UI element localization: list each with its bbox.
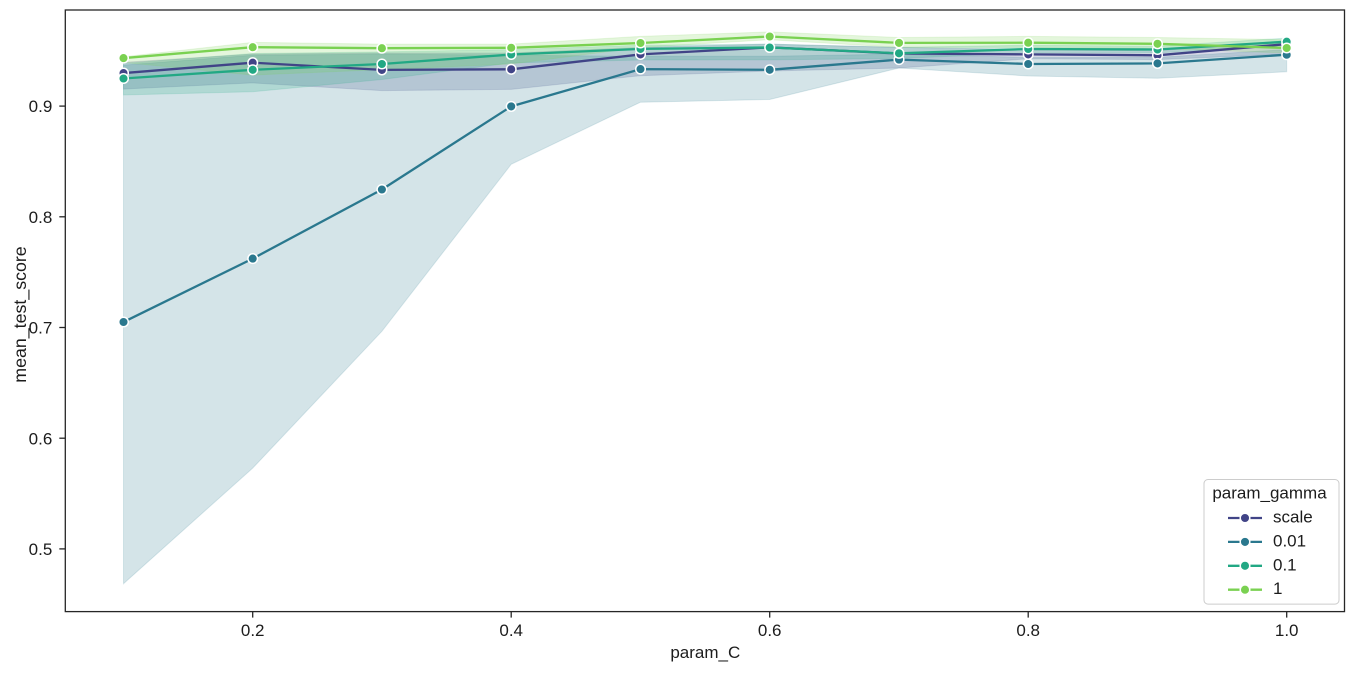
svg-text:1: 1 [1273,579,1282,598]
svg-text:0.8: 0.8 [29,208,53,227]
svg-text:0.5: 0.5 [29,540,53,559]
svg-text:0.1: 0.1 [1273,555,1297,574]
svg-text:1.0: 1.0 [1275,621,1299,640]
svg-text:0.6: 0.6 [758,621,782,640]
svg-text:0.7: 0.7 [29,319,53,338]
svg-text:scale: scale [1273,508,1313,527]
svg-text:param_C: param_C [670,643,740,662]
svg-text:0.4: 0.4 [499,621,523,640]
svg-text:0.01: 0.01 [1273,531,1306,550]
svg-text:param_gamma: param_gamma [1212,484,1327,503]
svg-text:0.9: 0.9 [29,97,53,116]
svg-text:0.8: 0.8 [1016,621,1040,640]
svg-text:mean_test_score: mean_test_score [10,246,31,383]
svg-text:0.2: 0.2 [241,621,265,640]
svg-text:0.6: 0.6 [29,429,53,448]
